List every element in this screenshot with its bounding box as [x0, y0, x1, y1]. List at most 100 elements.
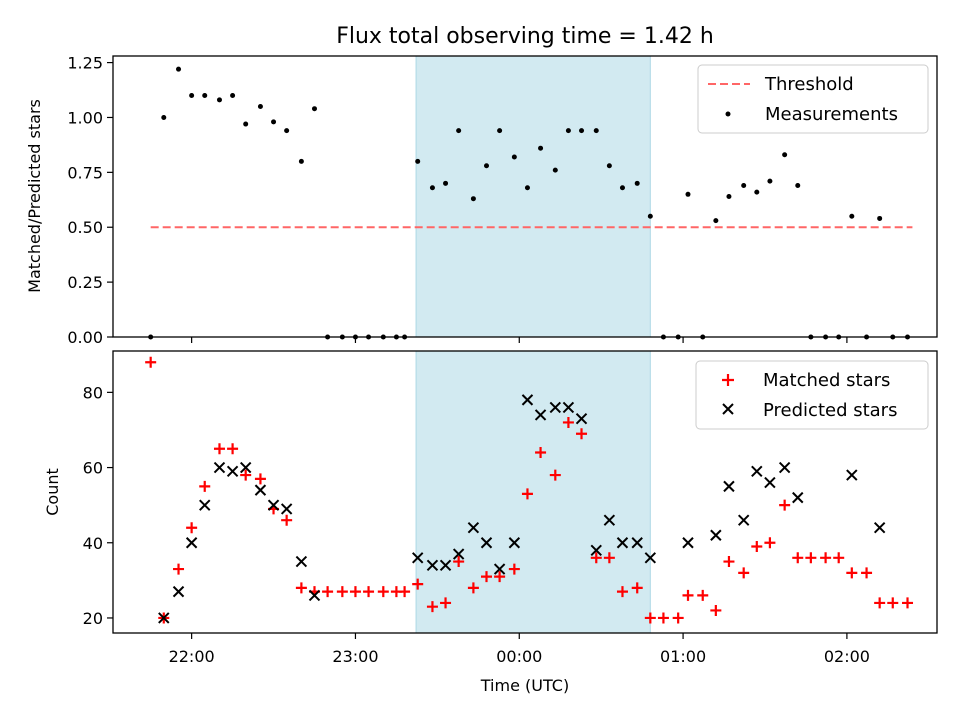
- ratio-panel: 0.00 0.25 0.50 0.75 1.00 1.25 Matched/Predict…: [25, 54, 938, 347]
- ratio-observing-window: [415, 55, 651, 338]
- matched-star-point: [657, 612, 669, 624]
- matched-star-point: [508, 563, 520, 575]
- x-axis-label: Time (UTC): [480, 676, 569, 695]
- count-plot-frame: [112, 350, 938, 634]
- x-tick-label: 23:00: [332, 647, 378, 666]
- predicted-star-point: [723, 480, 735, 493]
- predicted-star-point: [682, 537, 694, 549]
- count-y-tick-label: 60: [83, 459, 103, 478]
- matched-star-point: [738, 567, 750, 579]
- matched-star-point: [562, 416, 574, 428]
- predicted-star-point: [644, 552, 657, 564]
- predicted-star-point: [590, 544, 602, 556]
- measurement-point: [311, 106, 317, 112]
- matched-star-point: [213, 443, 225, 455]
- matched-star-point: [549, 469, 561, 481]
- measurement-point: [429, 185, 435, 191]
- measurement-point: [202, 93, 208, 99]
- measurements-legend-icon: [725, 111, 731, 117]
- threshold-legend-label: Threshold: [764, 74, 854, 95]
- predicted-legend-label: Predicted stars: [763, 400, 897, 421]
- measurement-point: [767, 178, 773, 184]
- predicted-star-point: [778, 461, 791, 474]
- measurement-point: [456, 128, 462, 134]
- matched-star-point: [902, 597, 914, 609]
- measurement-point: [579, 128, 585, 134]
- matched-star-point: [173, 563, 185, 575]
- matched-star-point: [861, 567, 873, 579]
- matched-star-point: [281, 514, 293, 526]
- predicted-star-point: [467, 522, 480, 534]
- predicted-star-point: [549, 401, 562, 414]
- predicted-star-point: [764, 476, 776, 489]
- measurement-point: [524, 185, 530, 191]
- matched-star-point: [710, 604, 722, 616]
- matched-star-point: [336, 586, 348, 598]
- count-y-tick-label: 40: [83, 534, 103, 553]
- matched-star-point: [631, 582, 643, 594]
- matched-star-point: [644, 612, 656, 624]
- predicted-star-point: [631, 537, 643, 549]
- predicted-star-point: [239, 461, 252, 474]
- predicted-star-point: [521, 394, 534, 406]
- measurement-point: [782, 152, 788, 158]
- measurement-point: [606, 163, 612, 169]
- matched-star-point: [576, 428, 588, 440]
- measurements-legend-label: Measurements: [765, 104, 898, 125]
- measurement-point: [415, 158, 421, 164]
- ratio-y-tick-label: 0.00: [67, 328, 103, 347]
- measurement-point: [284, 128, 290, 134]
- measurement-point: [713, 218, 719, 224]
- ratio-legend-box: [697, 64, 929, 134]
- matched-star-point: [145, 356, 157, 368]
- measurement-point: [552, 167, 558, 173]
- x-tick-label: 22:00: [169, 647, 215, 666]
- matched-star-point: [349, 586, 361, 598]
- ratio-y-tick-label: 0.75: [67, 163, 103, 182]
- matched-star-point: [377, 586, 389, 598]
- predicted-star-point: [534, 409, 547, 421]
- predicted-star-point: [493, 563, 506, 575]
- predicted-star-point: [295, 555, 308, 568]
- matched-legend-icon: [722, 374, 734, 386]
- predicted-star-point: [267, 499, 280, 511]
- predicted-star-point: [172, 585, 185, 598]
- measurement-point: [849, 213, 855, 219]
- matched-star-point: [186, 522, 198, 534]
- ratio-y-axis-label: Matched/Predicted stars: [25, 99, 44, 293]
- matched-star-point: [764, 537, 776, 549]
- predicted-star-point: [185, 537, 198, 549]
- x-tick-label: 00:00: [496, 647, 542, 666]
- matched-star-point: [412, 578, 424, 590]
- ratio-y-tick-label: 0.50: [67, 218, 103, 237]
- measurement-point: [189, 93, 195, 99]
- matched-star-point: [874, 597, 886, 609]
- measurement-point: [647, 213, 653, 219]
- matched-star-point: [833, 552, 845, 564]
- measurement-point: [877, 215, 883, 221]
- measurement-point: [271, 119, 277, 125]
- matched-legend-label: Matched stars: [763, 370, 890, 391]
- matched-star-point: [254, 473, 266, 485]
- matched-star-point: [481, 571, 493, 583]
- predicted-star-point: [846, 469, 858, 481]
- measurement-point: [538, 145, 544, 151]
- predicted-star-point: [508, 537, 521, 549]
- count-observing-window: [415, 350, 651, 634]
- measurement-point: [230, 93, 236, 99]
- matched-star-point: [779, 499, 791, 511]
- measurement-point: [243, 121, 249, 127]
- measurement-point: [511, 154, 517, 160]
- measurement-point: [726, 194, 732, 199]
- matched-star-point: [805, 552, 817, 564]
- predicted-star-point: [710, 529, 722, 541]
- measurement-point: [443, 180, 449, 186]
- x-tick-label: 01:00: [660, 647, 706, 666]
- predicted-star-point: [158, 612, 170, 624]
- measurement-point: [634, 180, 640, 186]
- measurement-point: [497, 128, 503, 134]
- matched-star-point: [440, 597, 452, 609]
- predicted-star-point: [411, 552, 424, 564]
- predicted-star-point: [426, 559, 439, 572]
- matched-star-point: [887, 597, 899, 609]
